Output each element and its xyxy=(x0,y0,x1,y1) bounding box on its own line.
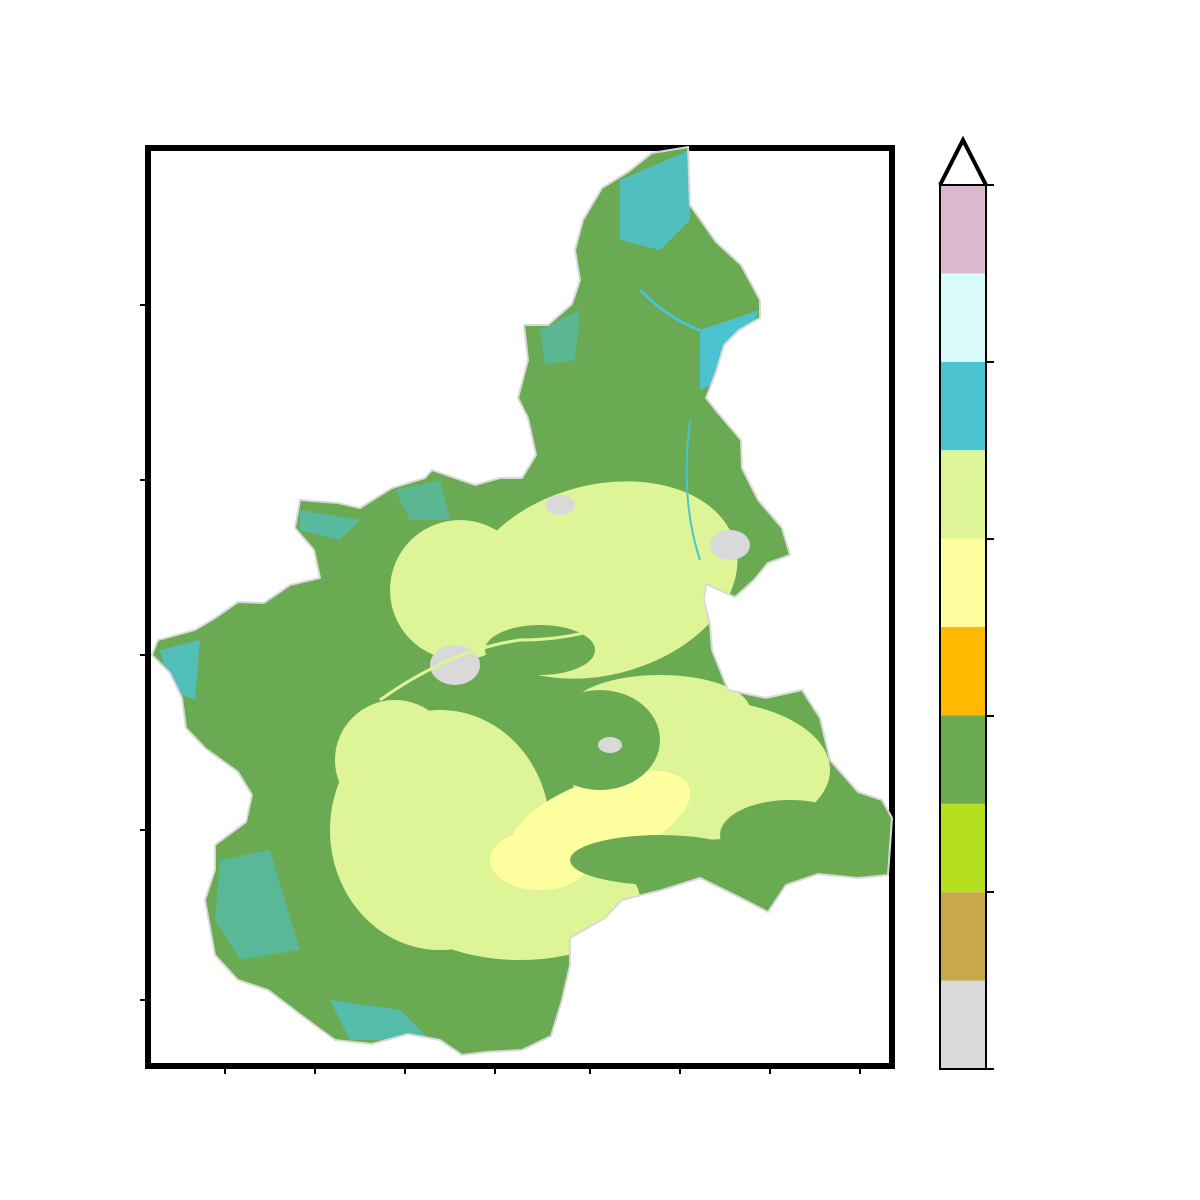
colorbar-class-swatch xyxy=(940,627,986,715)
colorbar-class-swatch xyxy=(940,892,986,980)
colorbar-class-swatch xyxy=(940,981,986,1069)
colorbar-class-swatch xyxy=(940,273,986,361)
colorbar-extend-arrow xyxy=(940,140,986,185)
colorbar-ticks xyxy=(986,185,994,1069)
colorbar-class-swatch xyxy=(940,715,986,803)
colorbar-class-swatch xyxy=(940,450,986,538)
colorbar-class-swatch xyxy=(940,804,986,892)
colorbar xyxy=(940,185,986,1069)
colorbar-class-swatch xyxy=(940,185,986,273)
colorbar-class-swatch xyxy=(940,539,986,627)
colorbar-class-swatch xyxy=(940,362,986,450)
